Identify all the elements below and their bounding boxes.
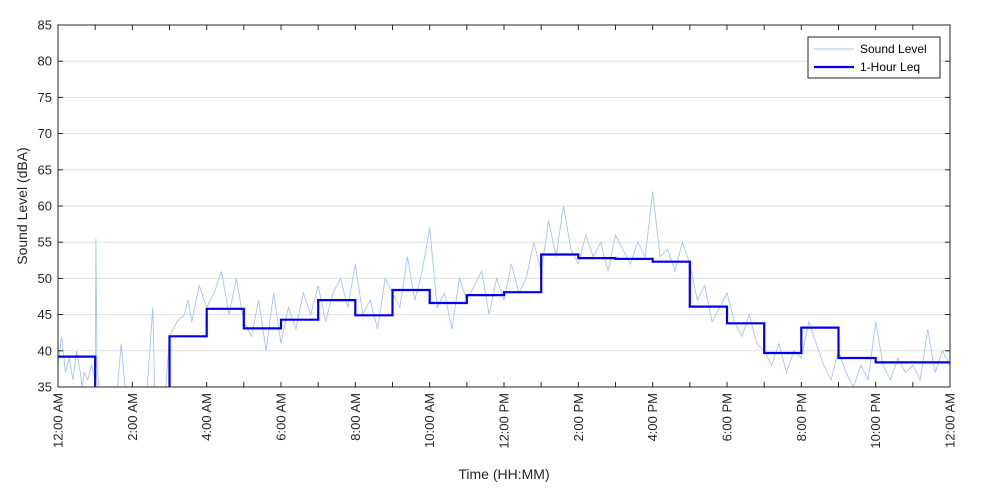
y-tick-label-45: 45 (38, 307, 52, 322)
x-tick-label-16: 4:00 PM (645, 393, 660, 441)
y-tick-label-75: 75 (38, 90, 52, 105)
x-tick-label-0: 12:00 AM (51, 393, 66, 448)
y-tick-label-50: 50 (38, 271, 52, 286)
x-tick-label-2: 2:00 AM (125, 393, 140, 441)
y-tick-label-65: 65 (38, 162, 52, 177)
x-tick-label-22: 10:00 PM (868, 393, 883, 449)
x-tick-label-8: 8:00 AM (348, 393, 363, 441)
y-tick-label-85: 85 (38, 18, 52, 33)
x-tick-label-24: 12:00 AM (943, 393, 958, 448)
x-tick-label-14: 2:00 PM (571, 393, 586, 441)
x-tick-label-4: 4:00 AM (199, 393, 214, 441)
legend-label-sound-level: Sound Level (860, 42, 927, 56)
y-tick-label-70: 70 (38, 126, 52, 141)
y-tick-label-40: 40 (38, 343, 52, 358)
y-axis-ticks: 35 40 45 50 55 60 65 70 75 80 85 (38, 18, 950, 395)
series-1-hour-leq-line (58, 253, 950, 387)
x-axis-ticks: 12:00 AM 2:00 AM 4:00 AM 6:00 AM 8:00 AM 10:0… (51, 25, 958, 449)
y-tick-label-35: 35 (38, 380, 52, 395)
series-sound-level-line (58, 191, 950, 387)
legend: Sound Level 1-Hour Leq (807, 36, 941, 79)
legend-label-1-hour-leq: 1-Hour Leq (860, 60, 920, 74)
x-axis-title: Time (HH:MM) (458, 466, 549, 482)
y-tick-label-60: 60 (38, 199, 52, 214)
y-axis-title: Sound Level (dBA) (14, 147, 30, 265)
x-tick-label-20: 8:00 PM (794, 393, 809, 441)
x-tick-label-6: 6:00 AM (274, 393, 289, 441)
x-tick-label-10: 10:00 AM (422, 393, 437, 448)
y-tick-label-55: 55 (38, 235, 52, 250)
legend-box (807, 36, 941, 79)
x-tick-label-18: 6:00 PM (720, 393, 735, 441)
y-tick-label-80: 80 (38, 54, 52, 69)
horizontal-grid (58, 60, 950, 352)
x-tick-label-12: 12:00 PM (497, 393, 512, 449)
